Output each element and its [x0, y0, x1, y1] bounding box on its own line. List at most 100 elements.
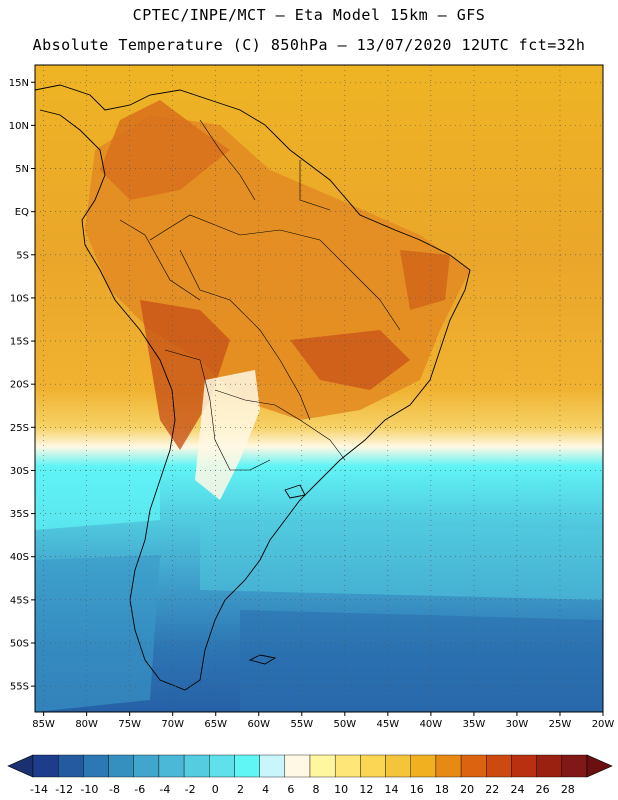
lat-tick-label: 10N — [9, 121, 29, 132]
lat-tick-label: 35S — [10, 509, 29, 520]
map-frame — [34, 64, 604, 713]
colorbar-swatch — [259, 754, 286, 778]
colorbar-under-arrow — [7, 754, 34, 778]
lon-tick-label: 60W — [247, 719, 270, 730]
colorbar-label: 18 — [434, 783, 449, 796]
border-line — [164, 349, 271, 471]
colorbar-swatch — [460, 754, 487, 778]
colorbar-label: 16 — [409, 783, 424, 796]
border-line — [199, 119, 256, 201]
colorbar-label: -6 — [134, 783, 146, 796]
colorbar-label: -14 — [30, 783, 48, 796]
lat-tick-label: 5S — [16, 250, 29, 261]
lat-tick-label: 15S — [10, 337, 29, 348]
border-line — [149, 214, 401, 331]
colorbar-label: 22 — [485, 783, 500, 796]
lat-tick-label: 40S — [10, 552, 29, 563]
northeast-warm-core — [400, 250, 450, 310]
colorbar-swatch — [32, 754, 59, 778]
colorbar-label: 2 — [236, 783, 244, 796]
lon-tick-label: 80W — [75, 719, 98, 730]
colorbar-swatch — [209, 754, 235, 778]
border-line — [119, 219, 201, 301]
lat-tick-label: EQ — [15, 207, 29, 218]
colorbar-label: 12 — [359, 783, 374, 796]
colorbar-swatch — [108, 754, 134, 778]
lon-tick-label: 40W — [420, 719, 443, 730]
lon-tick-label: 70W — [161, 719, 184, 730]
lat-tick-label: 50S — [10, 638, 29, 649]
colorbar-label: 8 — [312, 783, 320, 796]
colorbar-swatch — [486, 754, 512, 778]
pacific-cold-band — [35, 470, 160, 530]
colorbar-label: -12 — [55, 783, 74, 796]
colorbar-label: -10 — [80, 783, 99, 796]
lon-tick-label: 25W — [549, 719, 572, 730]
colorbar-swatch — [309, 754, 336, 778]
country-borders — [119, 119, 401, 471]
colorbar-label: 4 — [262, 783, 270, 796]
deep-cold-region — [240, 610, 603, 712]
lon-tick-label: 30W — [506, 719, 529, 730]
lon-tick-label: 55W — [290, 719, 313, 730]
lat-tick-label: 55S — [10, 682, 29, 693]
lat-tick-label: 30S — [10, 466, 29, 477]
temperature-field — [35, 65, 603, 712]
south-america-coast — [35, 84, 471, 691]
warm-north-region — [100, 100, 230, 200]
lat-tick-label: 20S — [10, 380, 29, 391]
colorbar-label: 10 — [334, 783, 349, 796]
falklands-outline — [248, 654, 277, 665]
colorbar-swatch — [158, 754, 185, 778]
lon-tick-label: 20W — [592, 719, 615, 730]
lon-tick-label: 45W — [377, 719, 400, 730]
colorbar-label: -8 — [109, 783, 121, 796]
lat-tick-label: 45S — [10, 595, 29, 606]
brazil-warm-core — [290, 330, 410, 390]
lon-tick-label: 35W — [463, 719, 486, 730]
colorbar-label: 14 — [384, 783, 399, 796]
colorbar-label: 24 — [510, 783, 525, 796]
colorbar-swatch — [536, 754, 563, 778]
colorbar-swatch — [57, 754, 84, 778]
colorbar-label: 28 — [560, 783, 575, 796]
chart-title-line-2: Absolute Temperature (C) 850hPa – 13/07/… — [32, 36, 586, 54]
colorbar — [7, 754, 613, 778]
colorbar-swatch — [511, 754, 537, 778]
colorbar-swatch — [284, 754, 311, 778]
colorbar-swatch — [360, 754, 386, 778]
border-line — [299, 160, 331, 211]
colorbar-swatch — [183, 754, 210, 778]
andes-warm-ribbon — [140, 300, 230, 450]
lat-tick-label: 25S — [10, 423, 29, 434]
lon-tick-label: 65W — [204, 719, 227, 730]
lat-tick-label: 10S — [10, 293, 29, 304]
colorbar-swatch — [83, 754, 109, 778]
colorbar-label: 20 — [460, 783, 475, 796]
colorbar-label: 6 — [287, 783, 295, 796]
colorbar-swatch — [234, 754, 260, 778]
colorbar-label: 26 — [535, 783, 550, 796]
southern-pacific-cold — [35, 555, 160, 712]
lat-tick-label: 15N — [9, 78, 29, 89]
border-line — [214, 389, 346, 461]
colorbar-swatch — [561, 754, 588, 778]
lat-tick-label: 5N — [15, 164, 29, 175]
colorbar-swatch — [435, 754, 462, 778]
coastlines — [35, 84, 471, 691]
colorbar-swatch — [410, 754, 437, 778]
colorbar-swatch — [334, 754, 361, 778]
cool-tongue — [195, 370, 260, 500]
colorbar-label: -2 — [184, 783, 196, 796]
colorbar-label: -4 — [159, 783, 171, 796]
chart-title-line-1: CPTEC/INPE/MCT – Eta Model 15km – GFS — [132, 6, 486, 24]
lon-tick-label: 75W — [118, 719, 141, 730]
lon-tick-label: 85W — [32, 719, 55, 730]
colorbar-swatch — [133, 754, 160, 778]
colorbar-over-arrow — [586, 754, 613, 778]
lon-tick-label: 50W — [334, 719, 357, 730]
lagoon-outline — [284, 484, 306, 499]
southern-atlantic-cold — [200, 520, 603, 600]
colorbar-swatch — [385, 754, 411, 778]
